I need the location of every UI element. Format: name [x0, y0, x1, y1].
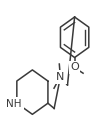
Text: N: N: [56, 72, 65, 82]
Text: NH: NH: [6, 99, 22, 109]
Text: O: O: [70, 62, 79, 72]
